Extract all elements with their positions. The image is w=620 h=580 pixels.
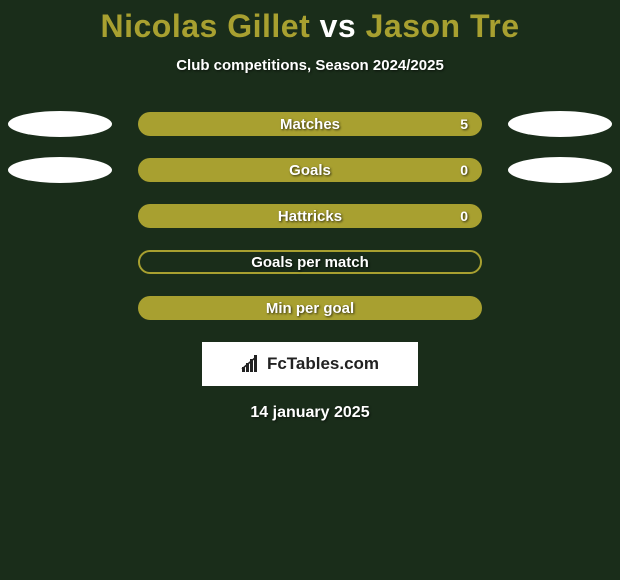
- stat-row: Hattricks 0: [0, 204, 620, 228]
- stat-row: Matches 5: [0, 112, 620, 136]
- stat-label: Hattricks: [278, 208, 342, 225]
- stat-bar: Min per goal: [138, 296, 482, 320]
- stat-value: 0: [460, 162, 468, 178]
- stat-label: Goals: [289, 162, 331, 179]
- stat-value: 0: [460, 208, 468, 224]
- logo: FcTables.com: [241, 354, 379, 374]
- stat-row: Goals 0: [0, 158, 620, 182]
- stat-bar: Goals per match: [138, 250, 482, 274]
- ellipse-left: [8, 157, 112, 183]
- vs-text: vs: [320, 8, 357, 44]
- player1-name: Nicolas Gillet: [100, 8, 310, 44]
- subtitle: Club competitions, Season 2024/2025: [0, 57, 620, 74]
- comparison-title: Nicolas Gillet vs Jason Tre: [0, 0, 620, 45]
- stat-bar: Hattricks 0: [138, 204, 482, 228]
- bar-chart-icon: [241, 355, 263, 373]
- ellipse-left: [8, 111, 112, 137]
- stat-row: Goals per match: [0, 250, 620, 274]
- stat-bar: Matches 5: [138, 112, 482, 136]
- stats-area: Matches 5 Goals 0 Hattricks 0 Goals per match M…: [0, 112, 620, 320]
- logo-text: FcTables.com: [267, 354, 379, 374]
- stat-label: Min per goal: [266, 300, 354, 317]
- stat-bar: Goals 0: [138, 158, 482, 182]
- stat-label: Matches: [280, 116, 340, 133]
- ellipse-right: [508, 157, 612, 183]
- ellipse-right: [508, 111, 612, 137]
- stat-row: Min per goal: [0, 296, 620, 320]
- logo-box: FcTables.com: [202, 342, 418, 386]
- date: 14 january 2025: [0, 404, 620, 422]
- stat-value: 5: [460, 116, 468, 132]
- stat-label: Goals per match: [251, 254, 369, 271]
- player2-name: Jason Tre: [366, 8, 520, 44]
